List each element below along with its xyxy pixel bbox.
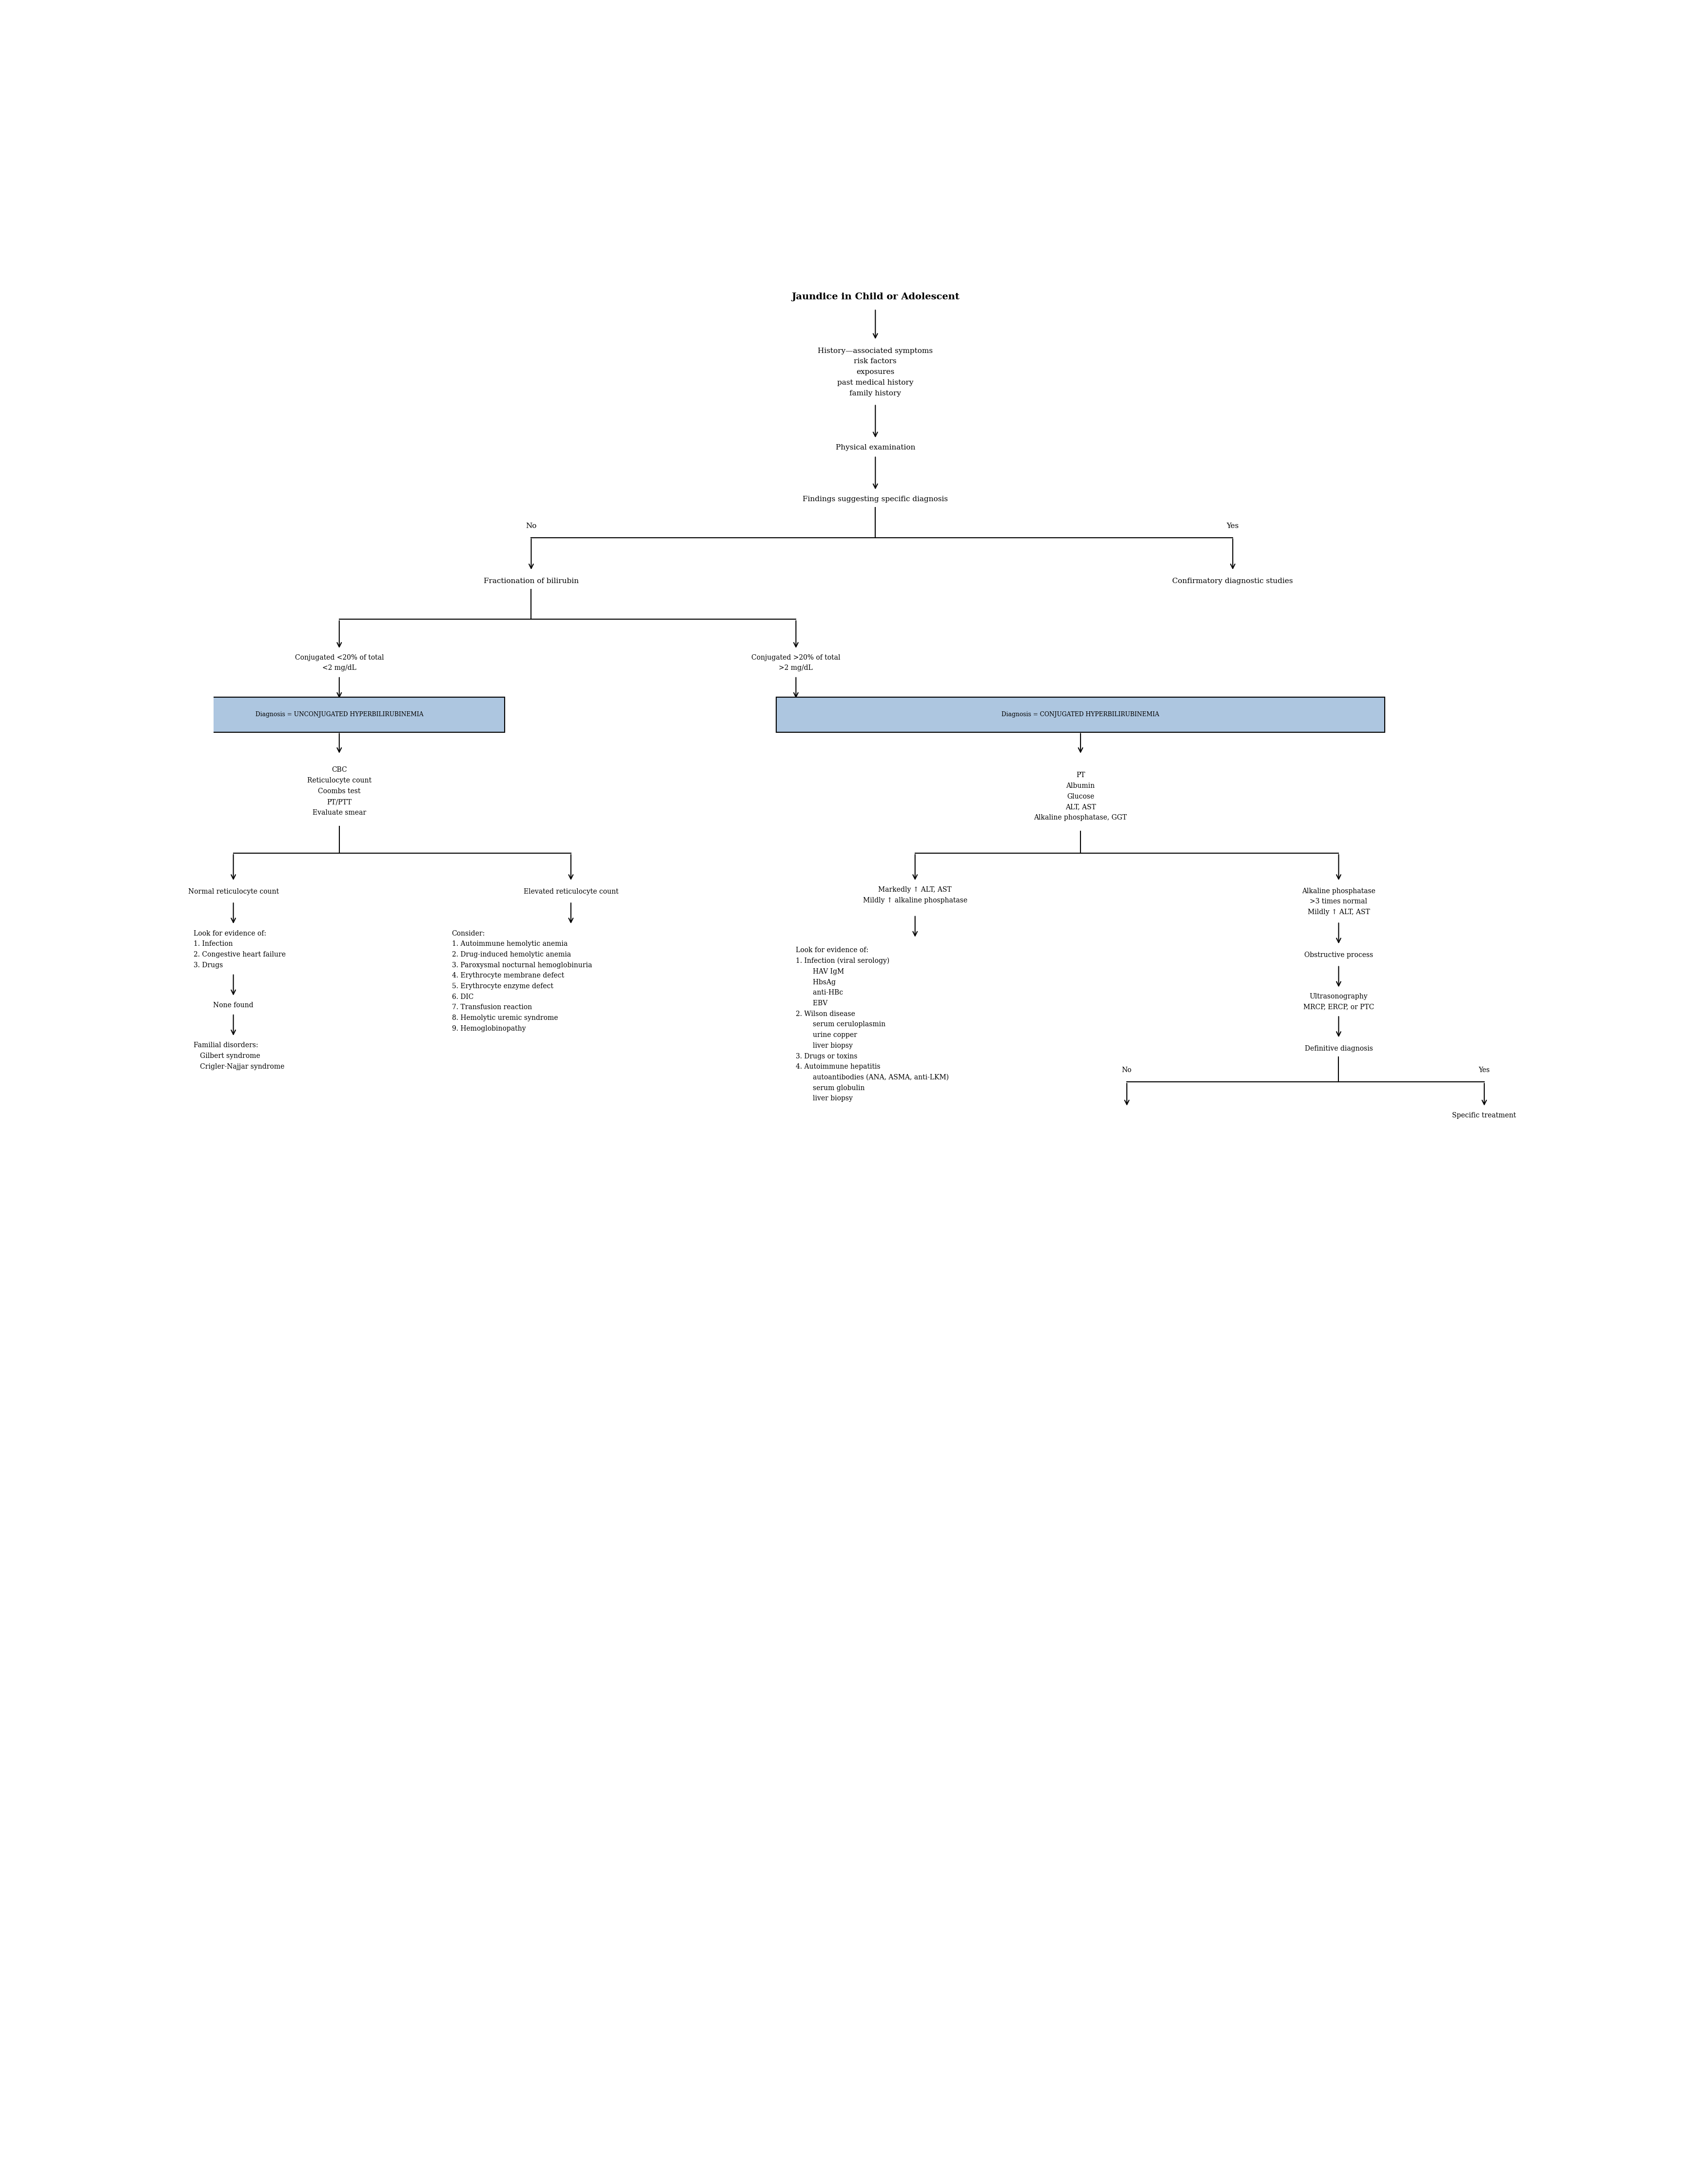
- Text: Confirmatory diagnostic studies: Confirmatory diagnostic studies: [1172, 577, 1293, 583]
- Text: Yes: Yes: [1479, 1067, 1489, 1074]
- Text: Specific treatment: Specific treatment: [1452, 1113, 1517, 1119]
- Text: Findings suggesting specific diagnosis: Findings suggesting specific diagnosis: [803, 497, 948, 503]
- Text: Conjugated >20% of total
>2 mg/dL: Conjugated >20% of total >2 mg/dL: [752, 655, 840, 672]
- Text: Fractionation of bilirubin: Fractionation of bilirubin: [483, 577, 579, 583]
- Text: Diagnosis = UNCONJUGATED HYPERBILIRUBINEMIA: Diagnosis = UNCONJUGATED HYPERBILIRUBINE…: [254, 711, 424, 718]
- Text: Markedly ↑ ALT, AST
Mildly ↑ alkaline phosphatase: Markedly ↑ ALT, AST Mildly ↑ alkaline ph…: [863, 887, 967, 904]
- Text: Jaundice in Child or Adolescent: Jaundice in Child or Adolescent: [791, 293, 960, 301]
- Text: Look for evidence of:
1. Infection
2. Congestive heart failure
3. Drugs: Look for evidence of: 1. Infection 2. Co…: [193, 931, 285, 970]
- Text: Conjugated <20% of total
<2 mg/dL: Conjugated <20% of total <2 mg/dL: [295, 655, 384, 672]
- Text: CBC
Reticulocyte count
Coombs test
PT/PTT
Evaluate smear: CBC Reticulocyte count Coombs test PT/PT…: [307, 766, 371, 816]
- Text: PT
Albumin
Glucose
ALT, AST
Alkaline phosphatase, GGT: PT Albumin Glucose ALT, AST Alkaline pho…: [1033, 772, 1127, 822]
- Text: Consider:
1. Autoimmune hemolytic anemia
2. Drug-induced hemolytic anemia
3. Par: Consider: 1. Autoimmune hemolytic anemia…: [453, 931, 593, 1032]
- Text: None found: None found: [214, 1002, 253, 1009]
- Text: Elevated reticulocyte count: Elevated reticulocyte count: [523, 887, 618, 896]
- Text: Ultrasonography
MRCP, ERCP, or PTC: Ultrasonography MRCP, ERCP, or PTC: [1303, 993, 1375, 1011]
- Text: No: No: [1122, 1067, 1132, 1074]
- Text: History—associated symptoms
risk factors
exposures
past medical history
family h: History—associated symptoms risk factors…: [818, 347, 933, 397]
- Text: Definitive diagnosis: Definitive diagnosis: [1305, 1045, 1373, 1052]
- Text: Familial disorders:
   Gilbert syndrome
   Crigler-Najjar syndrome: Familial disorders: Gilbert syndrome Cri…: [193, 1041, 285, 1069]
- Bar: [174, 696, 506, 733]
- Text: Diagnosis = CONJUGATED HYPERBILIRUBINEMIA: Diagnosis = CONJUGATED HYPERBILIRUBINEMI…: [1001, 711, 1160, 718]
- Text: Normal reticulocyte count: Normal reticulocyte count: [188, 887, 278, 896]
- Text: Physical examination: Physical examination: [835, 445, 915, 451]
- Text: No: No: [526, 523, 536, 529]
- Text: Look for evidence of:
1. Infection (viral serology)
        HAV IgM
        HbsA: Look for evidence of: 1. Infection (vira…: [796, 946, 950, 1102]
- Text: Yes: Yes: [1226, 523, 1238, 529]
- Text: Obstructive process: Obstructive process: [1305, 952, 1373, 959]
- Text: Alkaline phosphatase
>3 times normal
Mildly ↑ ALT, AST: Alkaline phosphatase >3 times normal Mil…: [1301, 887, 1375, 915]
- Bar: [775, 696, 1385, 733]
